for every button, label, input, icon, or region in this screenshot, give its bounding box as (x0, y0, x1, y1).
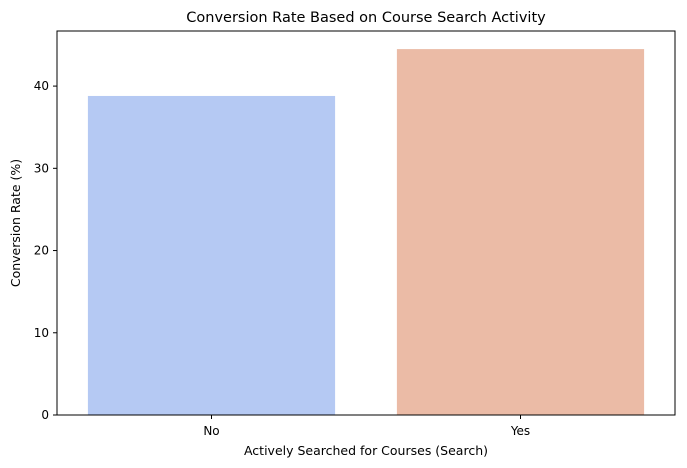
x-tick-label: No (203, 424, 219, 438)
y-axis-label: Conversion Rate (%) (8, 159, 23, 287)
bar-no (87, 95, 336, 415)
y-tick-label: 0 (41, 408, 49, 422)
y-tick-label: 10 (34, 326, 49, 340)
x-tick-label: Yes (510, 424, 530, 438)
y-tick-label: 30 (34, 161, 49, 175)
x-axis-label: Actively Searched for Courses (Search) (244, 443, 488, 458)
bars-group (87, 49, 645, 415)
x-axis: No Yes (203, 415, 530, 438)
plot-frame (56, 30, 676, 416)
y-tick-label: 40 (34, 79, 49, 93)
chart-title: Conversion Rate Based on Course Search A… (186, 10, 546, 26)
bar-yes (396, 49, 645, 415)
y-tick-label: 20 (34, 244, 49, 258)
y-axis: 0 10 20 30 40 (34, 79, 57, 422)
